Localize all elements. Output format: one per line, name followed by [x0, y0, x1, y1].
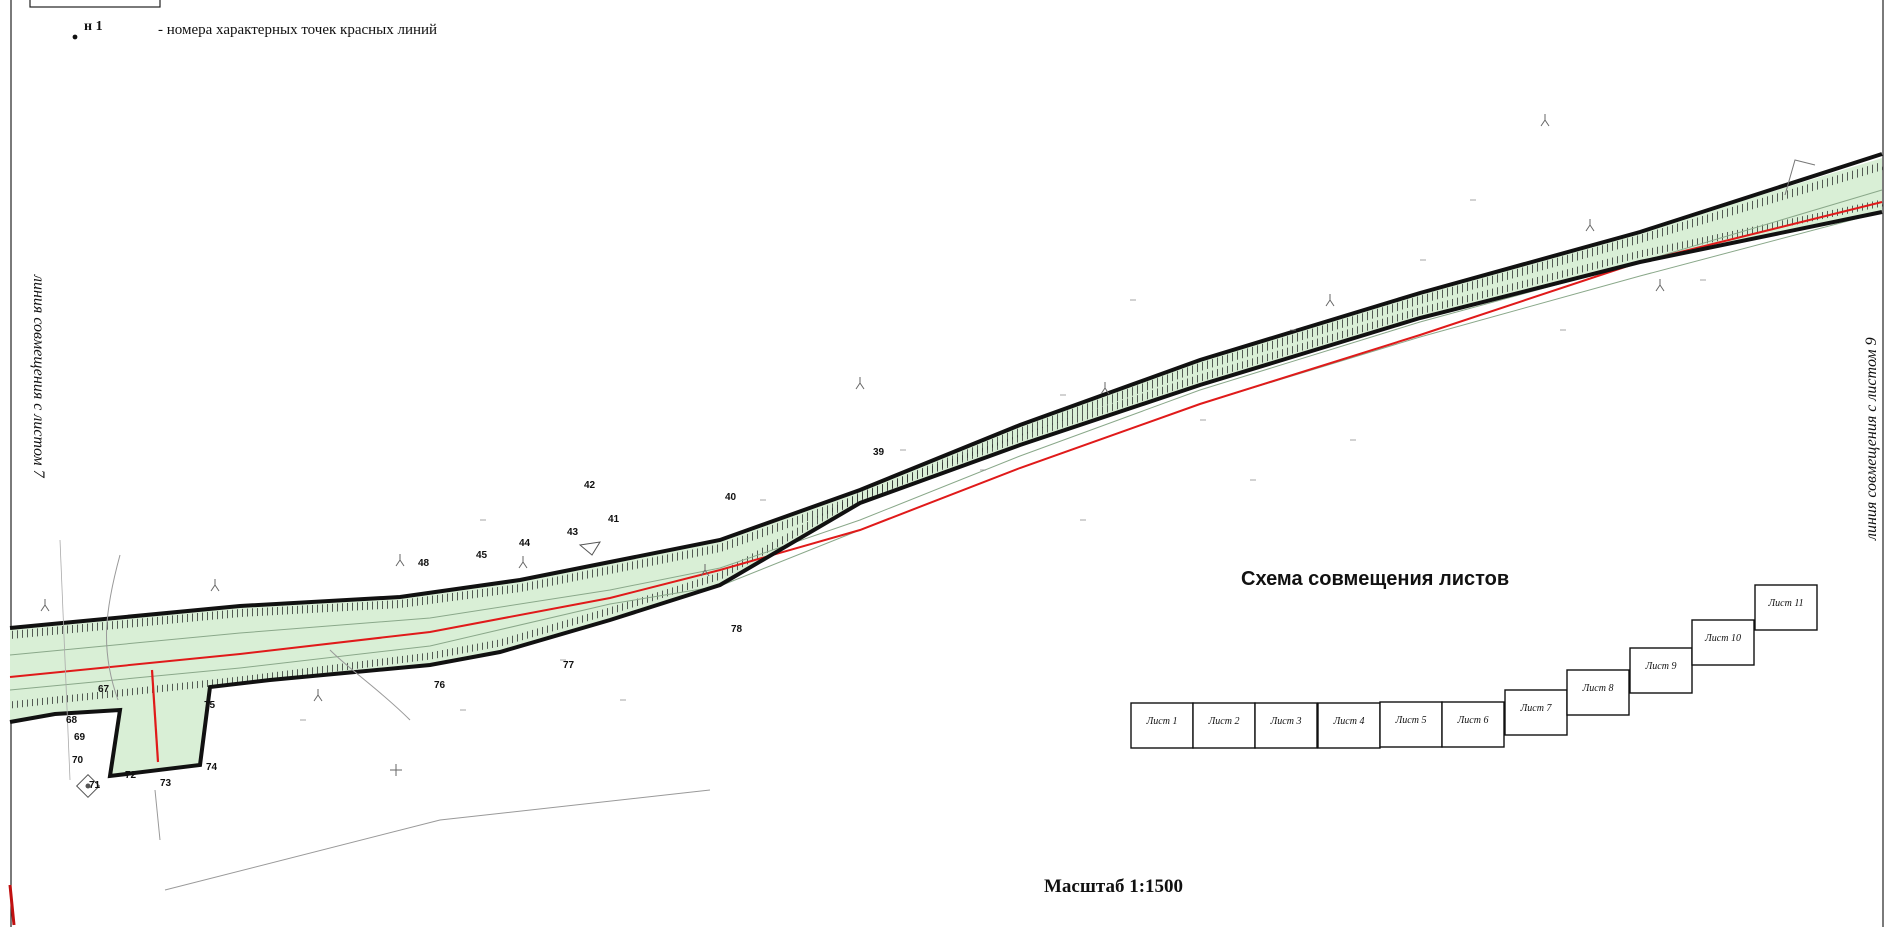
sheet-label: Лист 2	[1208, 716, 1240, 727]
contour-line	[329, 649, 411, 721]
legend-point-code: н 1	[84, 19, 103, 34]
sheet-box-5: Лист 5	[1379, 701, 1443, 748]
point-number-75: 75	[204, 700, 216, 711]
point-number-labels: 39 40 41 42 43 44 45 48 67 68 69 70 71 72 73 74 75 76 77 78	[66, 447, 885, 791]
red-line-axis	[9, 201, 1883, 678]
scheme-title: Схема совмещения листов	[1241, 568, 1509, 590]
left-edge-label: линия совмещения с листом 7	[30, 274, 47, 479]
legend-point-description: - номера характерных точек красных линий	[158, 22, 437, 38]
point-number-74: 74	[206, 762, 218, 773]
red-line-branch	[150, 669, 160, 763]
upper-hatch-strip	[9, 162, 1884, 639]
point-number-41: 41	[608, 514, 620, 525]
point-number-43: 43	[567, 527, 579, 538]
sheet-box-7: Лист 7	[1504, 689, 1568, 736]
sheet-label: Лист 8	[1582, 683, 1614, 694]
point-number-42: 42	[584, 480, 596, 491]
contour-line	[164, 789, 711, 891]
point-number-78: 78	[731, 624, 743, 635]
sheet-box-1: Лист 1	[1130, 702, 1194, 749]
terrain-marks	[300, 199, 1706, 721]
contour-line	[105, 554, 121, 701]
sheet-label: Лист 3	[1270, 716, 1302, 727]
sheet-label: Лист 5	[1395, 715, 1427, 726]
sheet-box-3: Лист 3	[1254, 702, 1318, 749]
sheet-label: Лист 11	[1767, 598, 1803, 609]
scale-label: Масштаб 1:1500	[1044, 876, 1183, 897]
sheet-box-4: Лист 4	[1317, 702, 1381, 749]
point-number-71: 71	[89, 780, 101, 791]
sheet-index-scheme: Лист 1 Лист 2 Лист 3 Лист 4 Лист 5 Лист 6 Лист…	[1130, 584, 1818, 749]
point-number-48: 48	[418, 558, 430, 569]
sheet-label: Лист 4	[1333, 716, 1365, 727]
sheet-label: Лист 1	[1146, 716, 1178, 727]
sheet-label: Лист 9	[1645, 661, 1677, 672]
sheet-box-6: Лист 6	[1441, 701, 1505, 748]
legend-point-icon	[72, 34, 78, 40]
right-edge-label: линия совмещения с листом 9	[1863, 337, 1880, 541]
red-mark	[8, 884, 16, 926]
point-number-69: 69	[74, 732, 86, 743]
sheet-box-8: Лист 8	[1566, 669, 1630, 716]
sheet-frame	[10, 0, 1884, 927]
point-number-40: 40	[725, 492, 737, 503]
point-number-72: 72	[125, 770, 137, 781]
point-number-45: 45	[476, 550, 488, 561]
legend-box	[29, 0, 161, 8]
sheet-box-11: Лист 11	[1754, 584, 1818, 631]
corridor-boundary-north	[9, 152, 1883, 630]
lower-hatch-strip	[9, 199, 1883, 709]
structure-line	[1784, 159, 1816, 196]
sheet-box-10: Лист 10	[1691, 619, 1755, 666]
point-number-44: 44	[519, 538, 531, 549]
point-number-68: 68	[66, 715, 78, 726]
corridor-boundary-south	[9, 210, 1883, 779]
survey-marker	[75, 764, 402, 799]
point-number-39: 39	[873, 447, 885, 458]
sheet-box-9: Лист 9	[1629, 647, 1693, 694]
point-number-73: 73	[160, 778, 172, 789]
contour-line	[154, 789, 161, 841]
sheet-box-2: Лист 2	[1192, 702, 1256, 749]
road-edge-line	[9, 189, 1883, 656]
structure-line	[578, 541, 601, 556]
point-number-70: 70	[72, 755, 84, 766]
contour-line	[59, 539, 71, 781]
point-number-76: 76	[434, 680, 446, 691]
sheet-label: Лист 7	[1520, 703, 1553, 714]
point-number-77: 77	[563, 660, 575, 671]
point-number-67: 67	[98, 684, 110, 695]
sheet-label: Лист 10	[1704, 633, 1741, 644]
vegetation-symbols	[40, 114, 1665, 702]
sheet-label: Лист 6	[1457, 715, 1489, 726]
